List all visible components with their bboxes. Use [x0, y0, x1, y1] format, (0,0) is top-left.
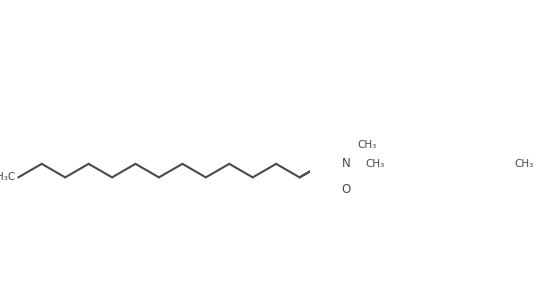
Text: H₃C: H₃C	[0, 172, 15, 182]
Text: O: O	[341, 183, 351, 195]
Text: N: N	[341, 157, 350, 170]
Text: CH₃: CH₃	[366, 159, 385, 169]
Text: CH₃: CH₃	[514, 159, 533, 169]
Text: CH₃: CH₃	[357, 140, 377, 150]
